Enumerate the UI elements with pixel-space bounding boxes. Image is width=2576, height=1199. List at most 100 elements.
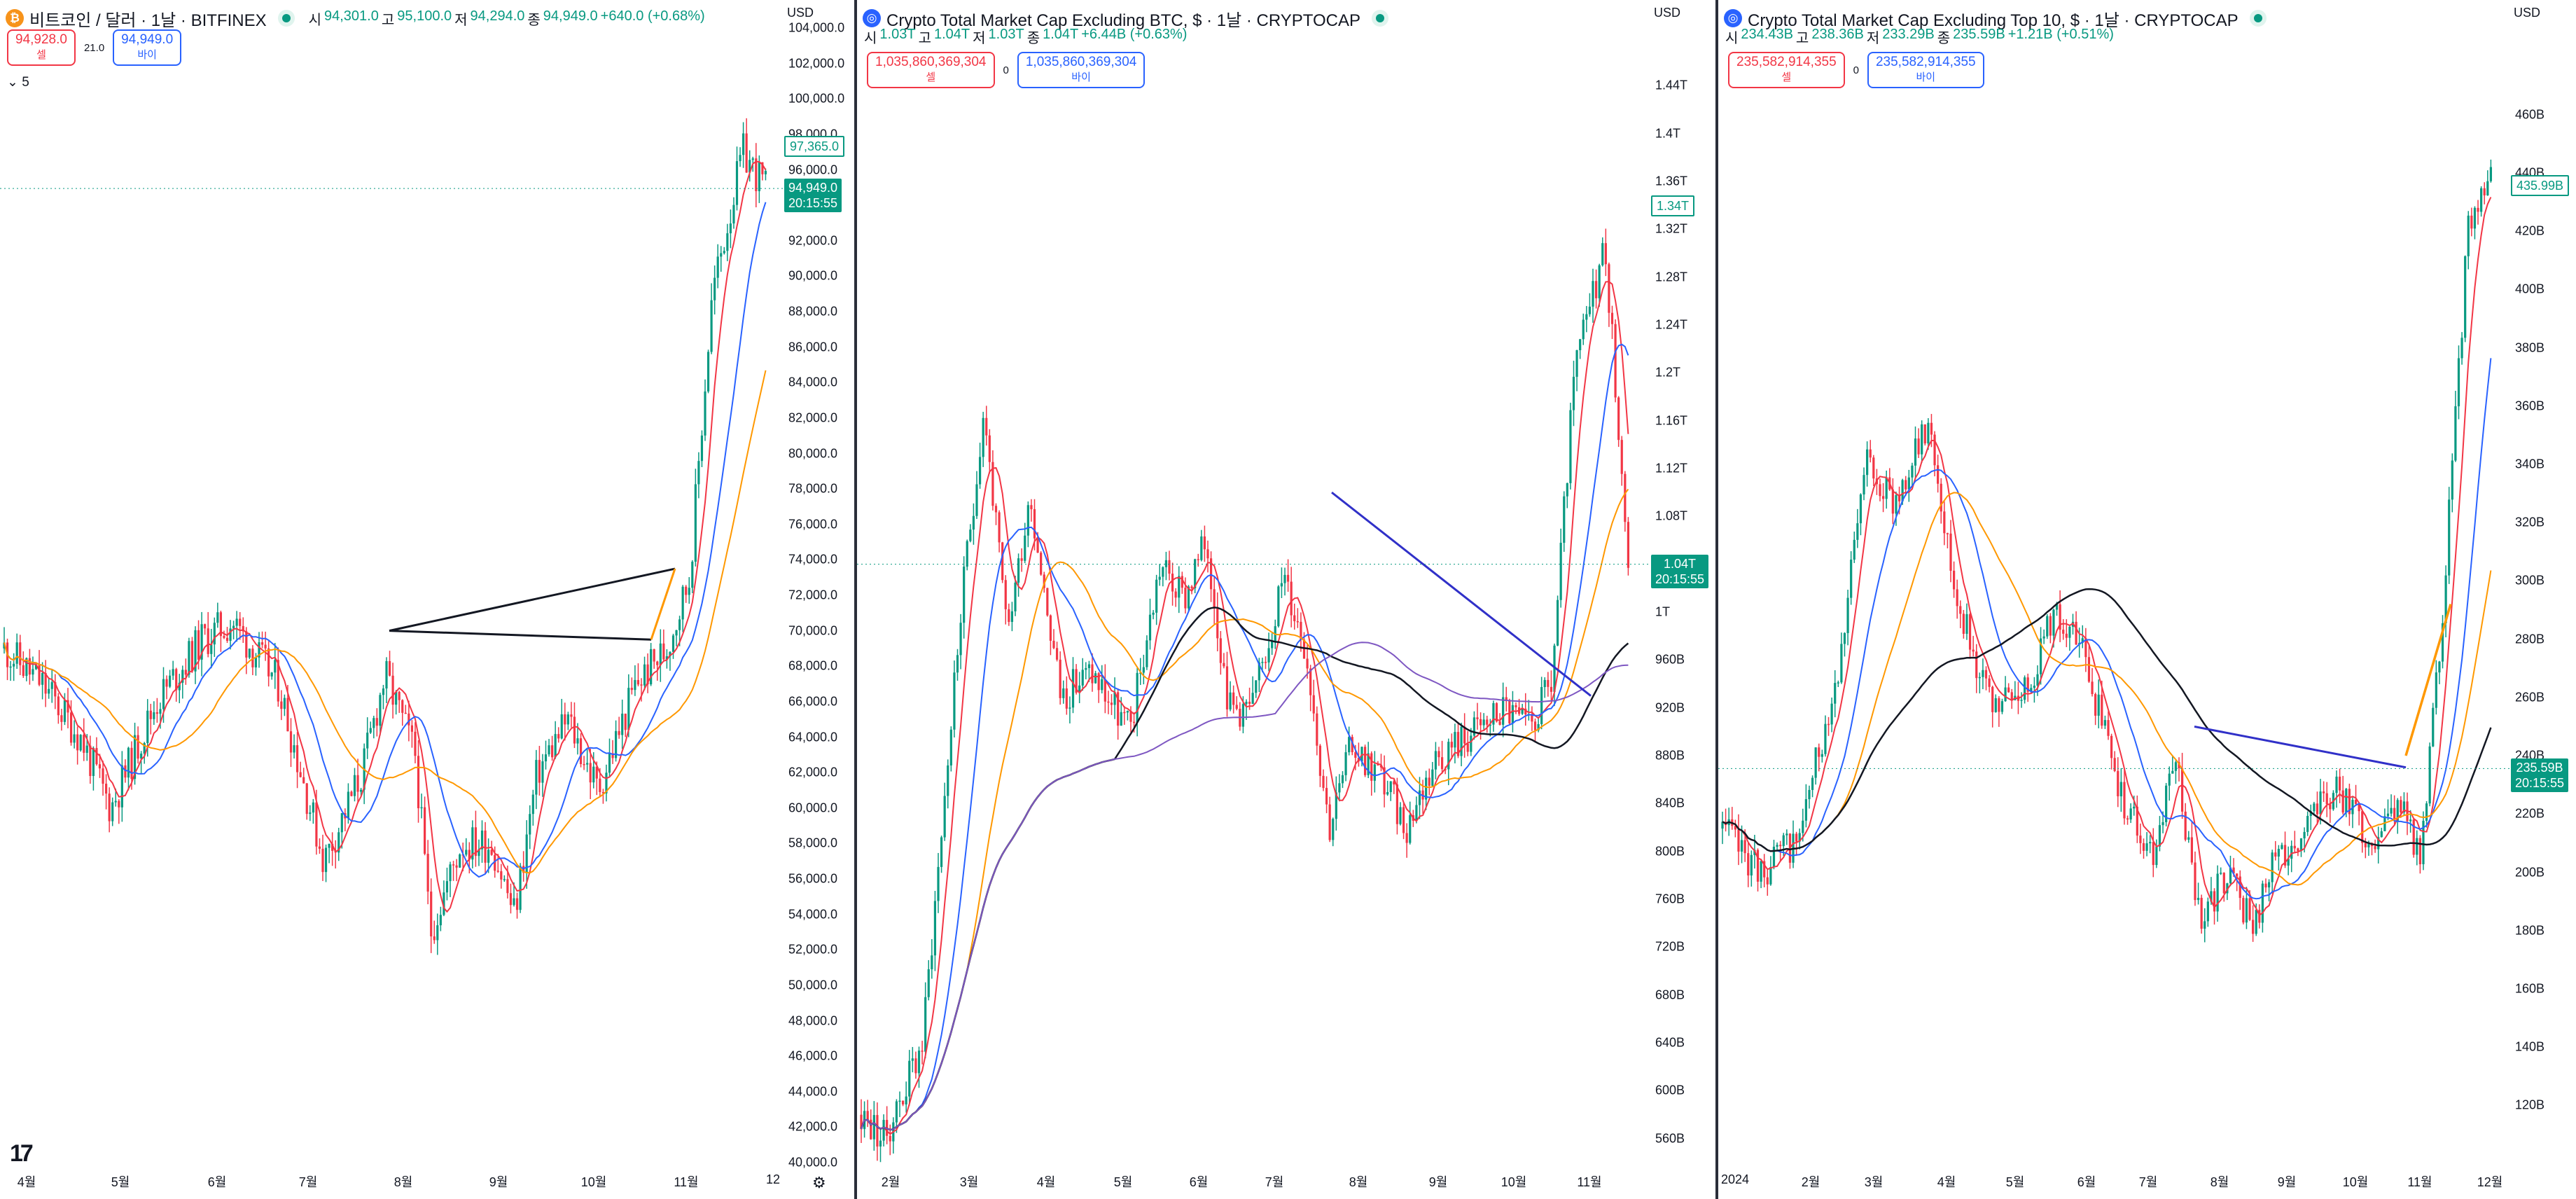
candle-body (745, 133, 748, 173)
candle-body (155, 712, 158, 714)
candle-body (1840, 644, 1843, 683)
candle-body (985, 417, 988, 436)
candle-body (2402, 801, 2406, 813)
candle-body (1348, 737, 1351, 753)
candle-body (1043, 574, 1045, 588)
price-axis-tick: 460B (2515, 107, 2545, 122)
price-axis-tick: 1.32T (1655, 221, 1688, 236)
candle-body (1624, 473, 1627, 522)
candle-body (2390, 808, 2393, 814)
price-axis-tick: 62,000.0 (788, 765, 838, 779)
currency-select[interactable]: USD (2509, 4, 2545, 22)
candle-body (1040, 553, 1043, 575)
candle-body (1917, 438, 1920, 455)
candle-body (1075, 669, 1078, 693)
candle-body (2239, 876, 2241, 899)
candle-body (1155, 579, 1158, 613)
candle-body (1769, 867, 1772, 885)
candle-body (1846, 597, 1849, 633)
sell-button[interactable]: 1,035,860,369,304 셀 (867, 52, 995, 88)
candle-body (2007, 687, 2010, 693)
candle-body (898, 1100, 901, 1102)
candle-body (1795, 833, 1798, 842)
candle-body (1959, 606, 1962, 614)
candle-body (471, 827, 474, 860)
candle-body (25, 658, 28, 677)
candle-body (401, 700, 404, 713)
candle-body (1325, 788, 1328, 805)
candle-body (1078, 685, 1081, 693)
price-axis-tick: 1T (1655, 604, 1671, 619)
candle-body (1450, 742, 1453, 748)
candle-body (2210, 891, 2213, 902)
candle-body (937, 866, 940, 901)
candle-body (1405, 833, 1408, 843)
candle-body (2409, 819, 2412, 822)
symbol-title[interactable]: Crypto Total Market Cap Excluding BTC, $… (886, 11, 1360, 30)
candle-body (2486, 181, 2489, 195)
price-chart-total2[interactable] (857, 0, 1715, 1199)
candle-body (1489, 724, 1491, 726)
candle-body (2139, 836, 2142, 843)
candle-body (726, 233, 729, 251)
buy-button[interactable]: 94,949.0 바이 (113, 29, 182, 66)
candle-body (1750, 854, 1753, 876)
sell-button[interactable]: 235,582,914,355 셀 (1728, 52, 1845, 88)
candle-body (1850, 560, 1853, 598)
currency-select[interactable]: USD (1650, 4, 1685, 22)
candle-body (1559, 543, 1562, 600)
candle-body (557, 734, 560, 739)
price-axis-tick: 560B (1655, 1131, 1685, 1146)
candle-body (1062, 688, 1065, 698)
candle-body (1949, 533, 1952, 571)
candle-body (1869, 449, 1872, 458)
candle-body (2091, 681, 2094, 695)
symbol-title[interactable]: 비트코인 / 달러 · 1날 · BITFINEX (29, 11, 267, 30)
candle-body (2281, 845, 2283, 850)
currency-select[interactable]: USD (783, 4, 819, 22)
candle-body (299, 772, 302, 777)
candle-body (2110, 735, 2113, 758)
trendline (389, 630, 652, 641)
candle-body (716, 256, 719, 278)
price-axis-tick: 340B (2515, 457, 2545, 471)
candle-body (2460, 338, 2463, 359)
candle-body (2129, 808, 2132, 820)
buy-button[interactable]: 235,582,914,355 바이 (1867, 52, 1984, 88)
price-chart-btc[interactable] (0, 0, 854, 1199)
candle-body (1556, 600, 1559, 646)
settings-gear-icon[interactable]: ⚙ (812, 1174, 826, 1191)
price-axis-tick: 104,000.0 (788, 20, 845, 35)
symbol-title[interactable]: Crypto Total Market Cap Excluding Top 10… (1748, 11, 2239, 30)
candle-body (159, 709, 162, 714)
spread-value: 0 (1853, 64, 1859, 76)
candle-body (60, 715, 63, 722)
chart-pane-others[interactable]: ◎ Crypto Total Market Cap Excluding Top … (1718, 0, 2576, 1199)
candle-body (924, 997, 927, 1052)
buy-button[interactable]: 1,035,860,369,304 바이 (1017, 52, 1146, 88)
pane-divider[interactable] (854, 0, 857, 1199)
price-axis-tick: 50,000.0 (788, 978, 838, 992)
candle-body (1409, 815, 1412, 843)
candle-body (931, 955, 933, 969)
indicators-collapse-toggle[interactable]: ⌄ 5 (7, 75, 29, 90)
high-price-tag: 97,365.0 (784, 135, 845, 157)
price-axis-tick: 1.2T (1655, 365, 1681, 380)
candle-body (34, 665, 38, 670)
sell-button[interactable]: 94,928.0 셀 (7, 29, 76, 66)
price-axis-tick: 102,000.0 (788, 56, 845, 71)
price-chart-others[interactable] (1718, 0, 2576, 1199)
candle-body (1229, 692, 1232, 709)
candle-body (124, 765, 127, 778)
candle-body (1763, 861, 1766, 878)
candle-body (1601, 243, 1604, 265)
price-axis-tick: 86,000.0 (788, 340, 838, 354)
candle-body (749, 160, 751, 173)
chart-pane-total2[interactable]: ◎ Crypto Total Market Cap Excluding BTC,… (857, 0, 1715, 1199)
pane-divider[interactable] (1715, 0, 1718, 1199)
candle-body (601, 792, 604, 793)
time-axis-tick: 12 (765, 1172, 781, 1186)
time-axis-tick: 9월 (489, 1175, 508, 1189)
